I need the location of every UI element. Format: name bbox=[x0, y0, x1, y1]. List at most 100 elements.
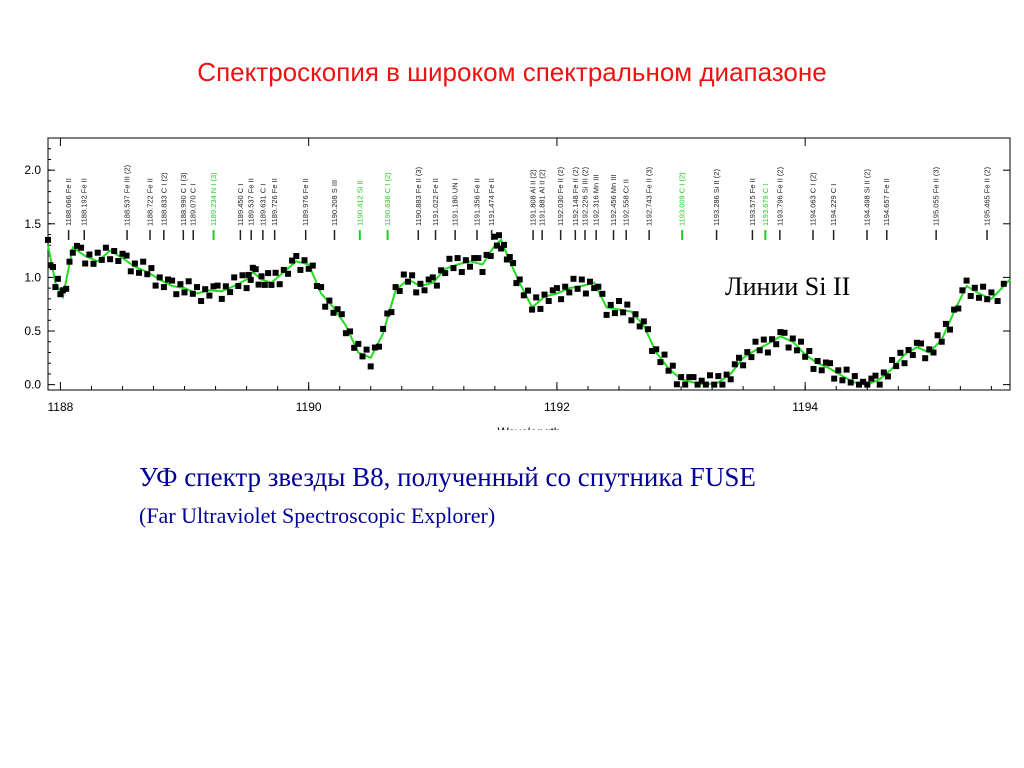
data-point bbox=[245, 271, 252, 278]
data-point bbox=[541, 291, 548, 298]
data-point bbox=[98, 256, 105, 263]
line-id-label: 1194.229 C I bbox=[829, 184, 838, 226]
data-point bbox=[843, 366, 850, 373]
data-point bbox=[665, 367, 672, 374]
line-id-label: 1195.055 Fe II (3) bbox=[932, 166, 941, 226]
data-point bbox=[127, 268, 134, 275]
data-point bbox=[793, 347, 800, 354]
data-point bbox=[764, 349, 771, 356]
line-id-label: 1193.679 C I bbox=[761, 184, 770, 226]
data-point bbox=[214, 282, 221, 289]
data-point bbox=[533, 294, 540, 301]
data-point bbox=[272, 269, 279, 276]
data-point bbox=[711, 381, 718, 388]
data-point bbox=[657, 359, 664, 366]
data-point bbox=[421, 287, 428, 294]
data-point bbox=[413, 289, 420, 296]
data-point bbox=[280, 266, 287, 273]
data-point bbox=[963, 277, 970, 284]
data-point bbox=[994, 298, 1001, 304]
data-point bbox=[69, 249, 76, 256]
line-id-label: 1191.881 Al II (2) bbox=[538, 169, 547, 226]
data-point bbox=[498, 245, 505, 252]
spectrum-chart: 1188.066 Fe II 1188.192 Fe II 1188.537 Fe … bbox=[0, 130, 1024, 430]
x-tick-label: 1192 bbox=[544, 400, 570, 414]
data-point bbox=[798, 338, 804, 345]
line-id-label: 1191.022 Fe II bbox=[431, 178, 440, 226]
data-point bbox=[363, 346, 370, 353]
line-id-label: 1189.976 Fe II bbox=[301, 178, 310, 226]
data-point bbox=[889, 357, 896, 363]
data-point bbox=[487, 253, 494, 259]
data-point bbox=[520, 292, 527, 299]
data-point bbox=[301, 257, 308, 264]
data-point bbox=[827, 360, 833, 367]
data-point bbox=[177, 281, 184, 288]
data-point bbox=[309, 262, 316, 269]
data-point bbox=[620, 309, 627, 316]
data-point bbox=[645, 326, 651, 333]
data-point bbox=[119, 250, 126, 257]
data-point bbox=[454, 255, 461, 262]
data-point bbox=[405, 278, 411, 285]
data-point bbox=[276, 281, 283, 288]
y-tick-label: 2.0 bbox=[24, 163, 41, 177]
data-point bbox=[694, 381, 701, 388]
line-id-label: 1189.070 C I bbox=[189, 184, 198, 226]
data-point bbox=[690, 374, 697, 381]
data-point bbox=[50, 264, 56, 270]
data-point bbox=[926, 346, 933, 353]
data-point bbox=[185, 278, 192, 285]
data-point bbox=[748, 354, 755, 361]
data-point bbox=[661, 351, 668, 358]
data-point bbox=[653, 346, 660, 353]
data-point bbox=[938, 338, 945, 345]
data-point bbox=[951, 306, 958, 313]
line-id-label: 1193.009 C I (2) bbox=[678, 172, 687, 226]
data-point bbox=[462, 257, 469, 264]
data-point bbox=[913, 339, 920, 346]
data-point bbox=[574, 285, 581, 292]
caption-sub: (Far Ultraviolet Spectroscopic Explorer) bbox=[139, 503, 496, 528]
y-tick-label: 1.0 bbox=[24, 270, 41, 284]
data-point bbox=[506, 254, 513, 260]
line-id-label: 1191.808 Al II (2) bbox=[529, 169, 538, 226]
data-point bbox=[802, 353, 809, 360]
data-point bbox=[529, 306, 536, 313]
data-point bbox=[769, 336, 776, 343]
data-point bbox=[261, 281, 268, 288]
data-point bbox=[74, 242, 80, 249]
data-point bbox=[553, 285, 560, 292]
data-point bbox=[669, 362, 676, 369]
x-tick-label: 1190 bbox=[296, 400, 322, 414]
data-point bbox=[235, 283, 242, 289]
data-point bbox=[198, 298, 205, 304]
x-tick-label: 1188 bbox=[48, 400, 74, 414]
data-point bbox=[847, 379, 854, 386]
data-point bbox=[160, 284, 167, 291]
data-point bbox=[599, 290, 606, 297]
data-point bbox=[1000, 280, 1007, 287]
data-point bbox=[893, 363, 900, 370]
data-point bbox=[293, 253, 300, 259]
data-point bbox=[496, 232, 502, 239]
data-point bbox=[206, 292, 213, 299]
data-point bbox=[57, 291, 64, 298]
data-point bbox=[380, 325, 387, 332]
data-point bbox=[338, 311, 345, 318]
data-point bbox=[231, 274, 238, 281]
data-point bbox=[330, 309, 337, 316]
data-point bbox=[909, 352, 916, 358]
data-point bbox=[479, 269, 486, 275]
data-point bbox=[131, 260, 138, 267]
slide-title: Спектроскопия в широком спектральном диа… bbox=[197, 57, 827, 87]
line-id-label: 1193.796 Fe II (2) bbox=[775, 166, 784, 226]
data-point bbox=[942, 320, 949, 327]
data-point bbox=[789, 335, 796, 342]
data-point bbox=[884, 373, 891, 380]
data-point bbox=[156, 274, 163, 281]
data-point bbox=[595, 283, 602, 290]
line-id-label: 1193.575 Fe II bbox=[748, 178, 757, 226]
line-id-label: 1188.722 Fe II bbox=[146, 178, 155, 226]
data-point bbox=[934, 332, 941, 339]
